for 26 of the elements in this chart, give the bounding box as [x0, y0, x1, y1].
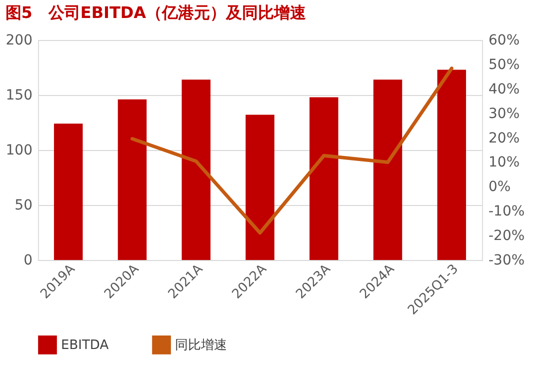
y-tick-label: 100 — [6, 142, 32, 158]
line-series — [130, 66, 454, 235]
bar — [437, 70, 466, 260]
bar — [118, 99, 147, 260]
chart-title: 图5 公司EBITDA（亿港元）及同比增速 — [5, 3, 308, 22]
y2-tick-label: -20% — [488, 228, 525, 244]
y-tick-label: 200 — [6, 32, 32, 48]
y2-tick-label: 0% — [488, 179, 511, 196]
bar — [54, 124, 83, 260]
y2-tick-label: 60% — [488, 32, 520, 48]
bar — [246, 114, 274, 260]
y2-tick-label: 50% — [488, 56, 520, 73]
y2-tick-label: -10% — [488, 204, 525, 220]
y-tick-label: 150 — [6, 88, 32, 104]
y2-tick-label: -30% — [488, 252, 525, 268]
y2-tick-label: 30% — [488, 106, 520, 122]
y2-tick-label: 40% — [488, 81, 520, 98]
bar — [310, 97, 338, 260]
y2-tick-label: 10% — [488, 154, 520, 171]
legend-label: EBITDA — [61, 338, 109, 353]
bar — [182, 80, 210, 260]
y-tick-label: 50 — [14, 198, 32, 214]
y-tick-label: 0 — [24, 252, 32, 268]
legend-label: 同比增速 — [175, 338, 227, 353]
bar — [373, 80, 402, 260]
y2-tick-label: 20% — [488, 130, 520, 146]
